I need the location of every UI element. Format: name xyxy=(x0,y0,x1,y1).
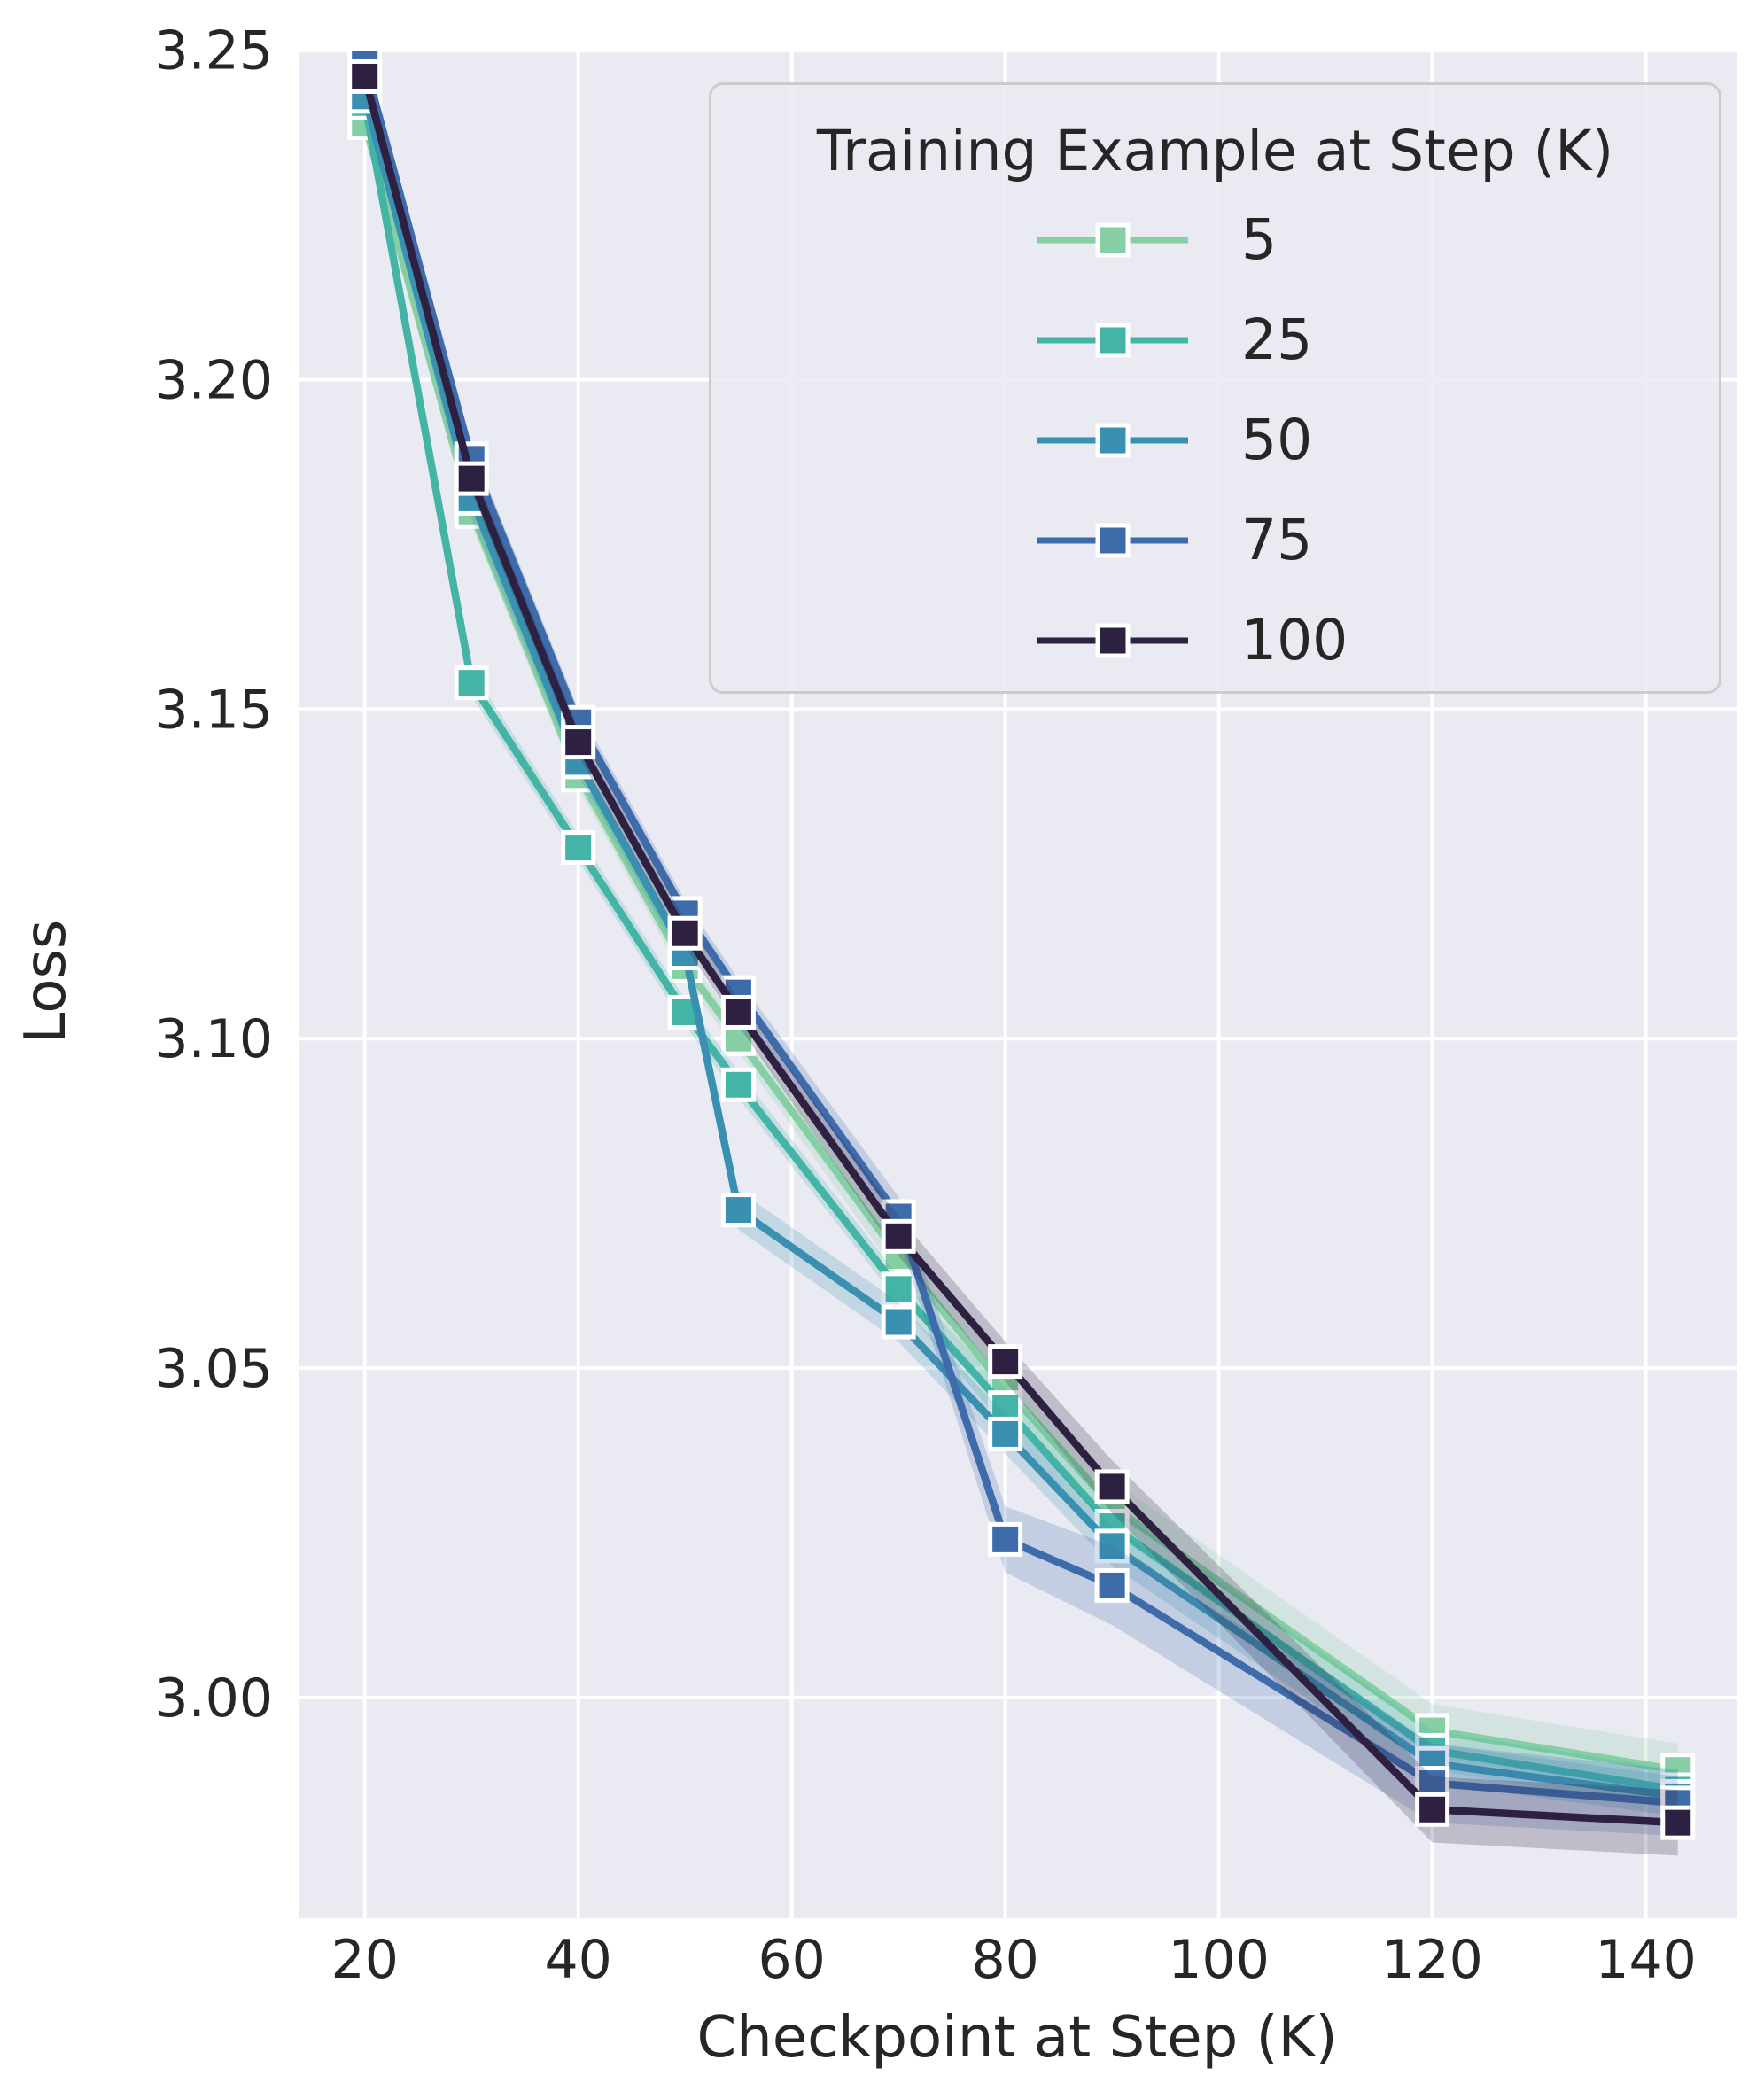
data-point xyxy=(720,1193,756,1228)
y-axis-label: Loss xyxy=(13,919,79,1045)
legend-item-100: 100 xyxy=(1037,590,1348,690)
data-point xyxy=(1094,1567,1130,1603)
x-tick-labels: 20 40 60 80 100 120 140 xyxy=(331,1929,1697,1991)
data-point xyxy=(454,665,489,701)
data-point xyxy=(454,461,489,496)
x-tick-label: 120 xyxy=(1381,1929,1483,1991)
data-point xyxy=(988,1416,1023,1451)
legend-item-75: 75 xyxy=(1037,490,1348,590)
legend-item-label: 25 xyxy=(1241,307,1313,372)
series-band xyxy=(364,82,1678,1816)
data-point xyxy=(667,915,703,951)
y-tick-label: 3.05 xyxy=(154,1338,273,1400)
legend-swatch-icon xyxy=(1037,323,1188,357)
x-tick-label: 20 xyxy=(331,1929,399,1991)
legend-item-label: 75 xyxy=(1241,508,1313,572)
legend-swatch-icon xyxy=(1037,222,1188,257)
legend-swatch-icon xyxy=(1037,523,1188,557)
data-point xyxy=(881,1218,916,1254)
x-axis-label: Checkpoint at Step (K) xyxy=(696,2005,1338,2071)
legend-item-label: 5 xyxy=(1241,207,1278,272)
legend-swatch-icon xyxy=(1037,623,1188,657)
legend-item-50: 50 xyxy=(1037,390,1348,490)
legend-marker xyxy=(1095,323,1131,357)
x-tick-label: 60 xyxy=(758,1929,825,1991)
data-point xyxy=(881,1271,916,1307)
legend-marker xyxy=(1095,423,1131,457)
y-tick-label: 3.10 xyxy=(154,1008,273,1070)
data-point xyxy=(1415,1792,1450,1827)
legend-title: Training Example at Step (K) xyxy=(816,119,1614,183)
y-tick-label: 3.00 xyxy=(154,1668,273,1730)
y-tick-label: 3.25 xyxy=(154,20,273,82)
y-tick-label: 3.15 xyxy=(154,679,273,741)
data-point xyxy=(1094,1469,1130,1504)
data-point xyxy=(347,58,383,94)
series-100 xyxy=(347,58,1696,1856)
legend: Training Example at Step (K) 5 25 50 75 100 xyxy=(709,82,1721,694)
data-point xyxy=(720,994,756,1030)
legend-items: 5 25 50 75 100 xyxy=(1037,190,1348,690)
x-tick-label: 80 xyxy=(971,1929,1038,1991)
series-line xyxy=(361,75,1678,1827)
y-tick-labels: 3.25 3.20 3.15 3.10 3.05 3.00 xyxy=(154,20,273,1730)
series-line xyxy=(361,62,1679,1807)
data-point xyxy=(881,1304,916,1340)
legend-item-5: 5 xyxy=(1037,190,1348,290)
legend-marker xyxy=(1095,623,1131,657)
data-point xyxy=(720,1067,756,1102)
series-line xyxy=(361,121,1679,1774)
legend-item-label: 50 xyxy=(1241,408,1313,472)
data-point xyxy=(561,725,596,760)
data-point xyxy=(561,830,596,866)
data-point xyxy=(988,1344,1023,1380)
series-line xyxy=(361,102,1679,1794)
legend-marker xyxy=(1095,523,1131,557)
legend-item-label: 100 xyxy=(1241,608,1348,672)
legend-swatch-icon xyxy=(1037,423,1188,457)
data-point xyxy=(1094,1528,1130,1564)
series-line xyxy=(361,95,1679,1800)
y-tick-label: 3.20 xyxy=(154,350,273,412)
legend-item-25: 25 xyxy=(1037,290,1348,390)
x-tick-label: 100 xyxy=(1168,1929,1270,1991)
data-point xyxy=(988,1521,1023,1557)
x-tick-label: 40 xyxy=(545,1929,612,1991)
legend-marker xyxy=(1095,222,1131,257)
x-tick-label: 140 xyxy=(1595,1929,1697,1991)
data-point xyxy=(1660,1805,1696,1840)
